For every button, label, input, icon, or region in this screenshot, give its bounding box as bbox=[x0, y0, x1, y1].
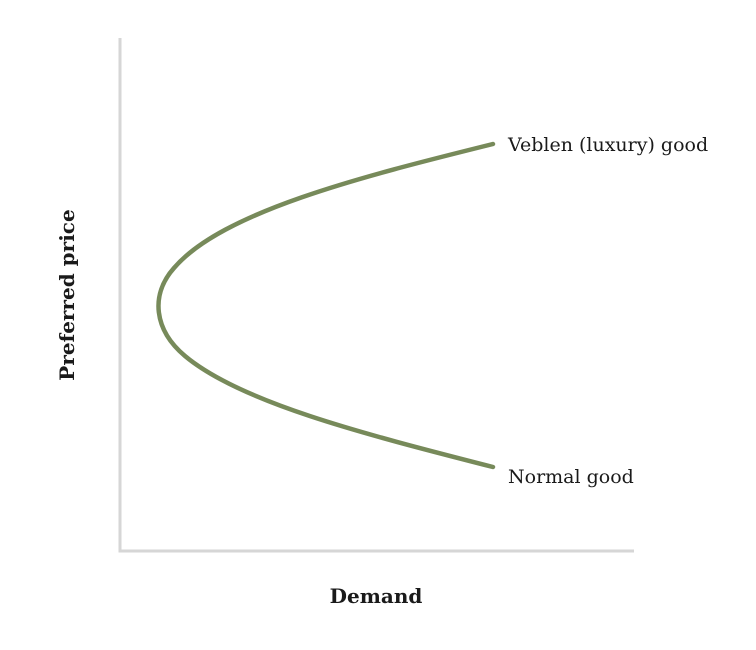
normal-good-label: Normal good bbox=[508, 466, 634, 488]
veblen-good-label: Veblen (luxury) good bbox=[507, 134, 708, 156]
x-axis-title: Demand bbox=[330, 584, 423, 608]
demand-curve bbox=[156, 141, 496, 470]
y-axis-title: Preferred price bbox=[55, 209, 79, 380]
